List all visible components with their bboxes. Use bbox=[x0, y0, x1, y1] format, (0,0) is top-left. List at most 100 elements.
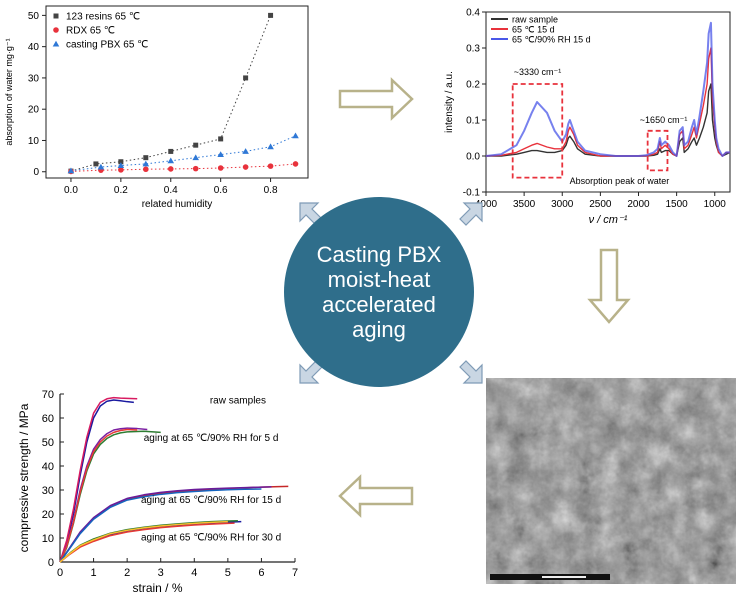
legend-marker bbox=[53, 13, 59, 19]
legend-label: 65 ℃ 15 d bbox=[512, 25, 555, 35]
legend-marker bbox=[52, 40, 60, 47]
y-tick-label: 20 bbox=[28, 105, 40, 116]
sem-micrograph bbox=[486, 378, 736, 584]
y-tick-label: 10 bbox=[42, 533, 54, 545]
legend-label: 65 ℃/90% RH 15 d bbox=[512, 35, 591, 45]
data-point bbox=[118, 159, 124, 165]
x-tick-label: 2 bbox=[124, 567, 130, 579]
spectrum-line bbox=[485, 47, 730, 157]
y-tick-label: 20 bbox=[42, 509, 54, 521]
x-tick-label: 5 bbox=[225, 567, 231, 579]
arrow-bottom-right bbox=[459, 360, 483, 384]
spectrum-line bbox=[486, 83, 731, 157]
plot-frame bbox=[485, 11, 731, 193]
y-tick-label: 50 bbox=[28, 11, 40, 22]
x-axis-label: related humidity bbox=[142, 199, 213, 210]
water-peak-box-1650 bbox=[646, 129, 669, 172]
legend-label: RDX 65 ℃ bbox=[66, 26, 115, 37]
stress-strain-curve bbox=[59, 486, 272, 563]
fit-curve bbox=[70, 135, 296, 172]
water-absorption-chart: 0.0 0.2 0.4 0.6 0.8 0 10 20 30 40 50 related humidi… bbox=[4, 5, 309, 210]
down-arrow bbox=[587, 248, 631, 324]
annotation-water-peak: Absorption peak of water bbox=[570, 176, 670, 186]
legend-label: raw sample bbox=[512, 15, 558, 25]
water-peak-box-3330 bbox=[511, 83, 564, 179]
data-point bbox=[218, 136, 224, 142]
stress-strain-curve bbox=[59, 396, 138, 563]
data-point bbox=[118, 167, 124, 173]
y-tick-label: -0.1 bbox=[463, 188, 481, 199]
y-tick-label: 30 bbox=[28, 73, 40, 84]
annotation-1650: ~1650 cm⁻¹ bbox=[640, 115, 688, 125]
label-aging-15d: aging at 65 ℃/90% RH for 15 d bbox=[141, 495, 281, 506]
central-line-3: accelerated bbox=[322, 292, 436, 317]
x-tick-label: 2500 bbox=[589, 199, 612, 210]
y-tick-label: 0.0 bbox=[466, 152, 480, 163]
sem-texture bbox=[486, 378, 736, 584]
y-axis-label: compressive strength / MPa bbox=[17, 403, 31, 552]
data-point bbox=[97, 163, 105, 170]
y-axis-label: absorption of water mg·g⁻¹ bbox=[4, 38, 14, 145]
y-tick-label: 50 bbox=[42, 437, 54, 449]
stress-strain-curve bbox=[59, 399, 134, 563]
y-tick-label: 40 bbox=[42, 461, 54, 473]
data-point bbox=[67, 167, 75, 174]
right-arrow bbox=[338, 77, 414, 121]
y-tick-label: 40 bbox=[28, 42, 40, 53]
y-tick-label: 10 bbox=[28, 136, 40, 147]
fit-curve bbox=[70, 15, 272, 172]
y-tick-label: 70 bbox=[42, 389, 54, 401]
left-arrow bbox=[338, 474, 414, 518]
spectrum-line bbox=[485, 21, 730, 157]
data-point bbox=[192, 154, 200, 161]
data-point bbox=[217, 151, 224, 158]
x-tick-label: 0.6 bbox=[214, 185, 228, 196]
x-tick-label: 1000 bbox=[704, 199, 727, 210]
x-tick-label: 4000 bbox=[475, 199, 498, 210]
data-point bbox=[268, 12, 274, 18]
legend-marker bbox=[53, 27, 59, 33]
data-point bbox=[142, 160, 150, 167]
y-tick-label: 0 bbox=[33, 167, 39, 178]
central-circle-label: Casting PBX moist-heat accelerated aging bbox=[299, 242, 459, 342]
fit-curve bbox=[70, 163, 296, 172]
arrow-top-right bbox=[459, 202, 483, 226]
x-tick-label: 1 bbox=[91, 567, 97, 579]
stress-strain-curve bbox=[59, 428, 138, 563]
ftir-spectrum-chart: 4000 3500 3000 2500 2000 1500 1000 -0.1 0.0 0.1 0.… bbox=[444, 8, 731, 226]
label-aging-5d: aging at 65 ℃/90% RH for 5 d bbox=[144, 433, 279, 444]
x-tick-label: 0.2 bbox=[114, 185, 128, 196]
legend-label: 123 resins 65 ℃ bbox=[66, 12, 140, 23]
x-tick-label: 6 bbox=[258, 567, 264, 579]
x-tick-label: 2000 bbox=[627, 199, 650, 210]
y-tick-label: 60 bbox=[42, 413, 54, 425]
data-point bbox=[193, 142, 199, 148]
y-tick-label: 0.3 bbox=[466, 44, 480, 55]
x-tick-label: 0 bbox=[57, 567, 63, 579]
x-tick-label: 3000 bbox=[551, 199, 574, 210]
x-tick-label: 4 bbox=[191, 567, 197, 579]
data-point bbox=[243, 75, 249, 81]
legend-label: casting PBX 65 ℃ bbox=[66, 40, 148, 51]
x-tick-label: 0.8 bbox=[264, 185, 278, 196]
annotation-3330: ~3330 cm⁻¹ bbox=[514, 67, 562, 77]
x-tick-label: 0.0 bbox=[64, 185, 78, 196]
data-point bbox=[143, 155, 149, 161]
y-axis-label: intensity / a.u. bbox=[444, 71, 455, 133]
data-point bbox=[292, 132, 299, 139]
y-tick-label: 0.2 bbox=[466, 80, 480, 91]
data-point bbox=[143, 166, 149, 173]
data-point bbox=[167, 166, 174, 172]
central-line-1: Casting PBX bbox=[316, 242, 442, 267]
data-point bbox=[292, 161, 299, 167]
data-point bbox=[267, 163, 274, 169]
x-tick-label: 1500 bbox=[666, 199, 689, 210]
label-aging-30d: aging at 65 ℃/90% RH for 30 d bbox=[141, 532, 281, 543]
data-point bbox=[167, 157, 175, 164]
x-tick-label: 3 bbox=[158, 567, 164, 579]
data-point bbox=[168, 148, 174, 154]
x-axis-label: ν / cm⁻¹ bbox=[589, 214, 628, 226]
data-point bbox=[192, 165, 199, 172]
